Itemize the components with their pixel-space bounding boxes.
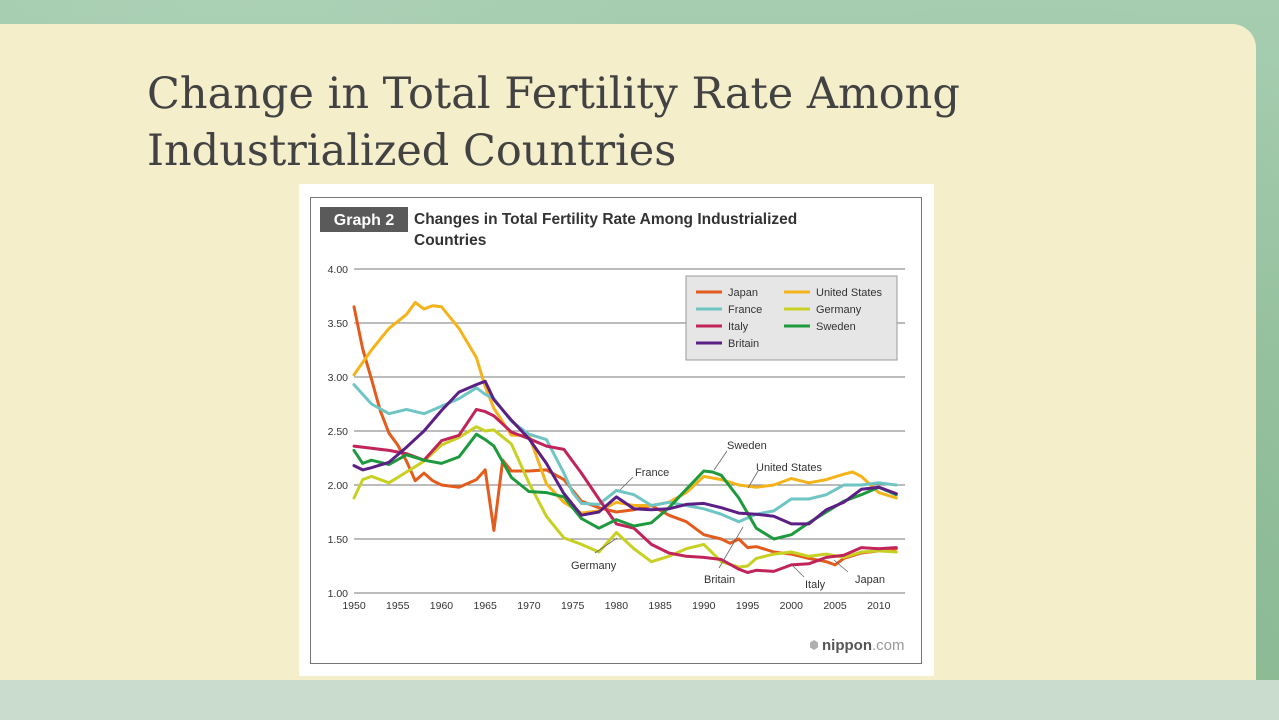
nippon-logo-icon bbox=[810, 640, 818, 650]
japan-annotation: Japan bbox=[855, 574, 885, 586]
sweden-leader-line bbox=[713, 450, 728, 471]
fertility-line-chart: Graph 2 Changes in Total Fertility Rate … bbox=[310, 197, 922, 664]
y-tick-label: 1.00 bbox=[328, 588, 349, 600]
germany-leader-line bbox=[594, 537, 618, 554]
y-tick-label: 3.50 bbox=[328, 318, 349, 330]
series-line-sweden bbox=[352, 432, 898, 541]
chart-card: Graph 2 Changes in Total Fertility Rate … bbox=[299, 184, 934, 676]
y-tick-label: 4.00 bbox=[328, 264, 349, 276]
chart-title-line-1: Changes in Total Fertility Rate Among In… bbox=[414, 211, 797, 228]
legend-label-britain: Britain bbox=[728, 338, 759, 350]
y-tick-label: 2.50 bbox=[328, 426, 349, 438]
germany-annotation: Germany bbox=[571, 560, 617, 572]
x-axis-tick-labels: 1950 1955 1960 1965 1970 1975 1980 1985 1990 1995… bbox=[342, 600, 890, 612]
graph-badge-box bbox=[320, 207, 408, 232]
y-tick-label: 1.50 bbox=[328, 534, 349, 546]
credit: nippon.com bbox=[810, 637, 905, 654]
italy-leader-line bbox=[791, 564, 805, 578]
legend-label-sweden: Sweden bbox=[816, 321, 856, 333]
chart-title: Changes in Total Fertility Rate Among In… bbox=[414, 211, 802, 249]
legend-label-france: France bbox=[728, 304, 762, 316]
chart-title-line-2: Countries bbox=[414, 232, 486, 249]
x-tick-label: 1955 bbox=[386, 600, 410, 612]
bottom-band bbox=[0, 680, 1279, 720]
y-tick-label: 3.00 bbox=[328, 372, 349, 384]
credit-brand-suffix: .com bbox=[872, 637, 905, 654]
legend-box bbox=[685, 275, 898, 361]
britain-annotation: Britain bbox=[704, 574, 735, 586]
series-line-italy bbox=[352, 407, 898, 574]
united-states-leader-line bbox=[747, 470, 759, 489]
x-tick-label: 1965 bbox=[474, 600, 498, 612]
legend-label-germany: Germany bbox=[816, 304, 862, 316]
italy-annotation: Italy bbox=[805, 579, 826, 591]
legend: Japan United States France Germany Italy Swed… bbox=[685, 275, 898, 361]
annotations bbox=[594, 450, 849, 578]
legend-items: Japan United States France Germany Italy Swed… bbox=[696, 287, 883, 350]
x-tick-label: 2005 bbox=[823, 600, 847, 612]
legend-label-united-states: United States bbox=[816, 287, 883, 299]
y-axis-tick-labels: 1.00 1.50 2.00 2.50 3.00 3.50 4.00 bbox=[328, 264, 349, 600]
credit-brand-name: nippon bbox=[822, 637, 872, 654]
x-tick-label: 1980 bbox=[605, 600, 629, 612]
britain-leader-line bbox=[718, 526, 744, 569]
x-tick-label: 1995 bbox=[736, 600, 760, 612]
x-tick-label: 2000 bbox=[780, 600, 804, 612]
france-annotation: France bbox=[635, 467, 669, 479]
x-tick-label: 1960 bbox=[430, 600, 454, 612]
x-tick-label: 2010 bbox=[867, 600, 891, 612]
series-line-germany bbox=[352, 425, 898, 569]
france-leader-line bbox=[619, 476, 634, 491]
grid-lines bbox=[354, 268, 905, 594]
graph-badge-label: Graph 2 bbox=[334, 212, 395, 229]
x-tick-label: 1950 bbox=[342, 600, 366, 612]
x-tick-label: 1990 bbox=[692, 600, 716, 612]
japan-leader-line bbox=[833, 559, 849, 573]
y-tick-label: 2.00 bbox=[328, 480, 349, 492]
united-states-annotation: United States bbox=[756, 462, 823, 474]
credit-text: nippon.com bbox=[822, 637, 905, 654]
slide-title: Change in Total Fertility Rate Among Ind… bbox=[147, 69, 960, 176]
x-tick-label: 1975 bbox=[561, 600, 585, 612]
series-line-united-states bbox=[352, 301, 898, 515]
sweden-annotation: Sweden bbox=[727, 440, 767, 452]
x-tick-label: 1985 bbox=[648, 600, 672, 612]
series-lines bbox=[352, 301, 898, 574]
legend-label-japan: Japan bbox=[728, 287, 758, 299]
legend-label-italy: Italy bbox=[728, 321, 749, 333]
series-line-britain bbox=[352, 379, 898, 526]
x-tick-label: 1970 bbox=[517, 600, 541, 612]
